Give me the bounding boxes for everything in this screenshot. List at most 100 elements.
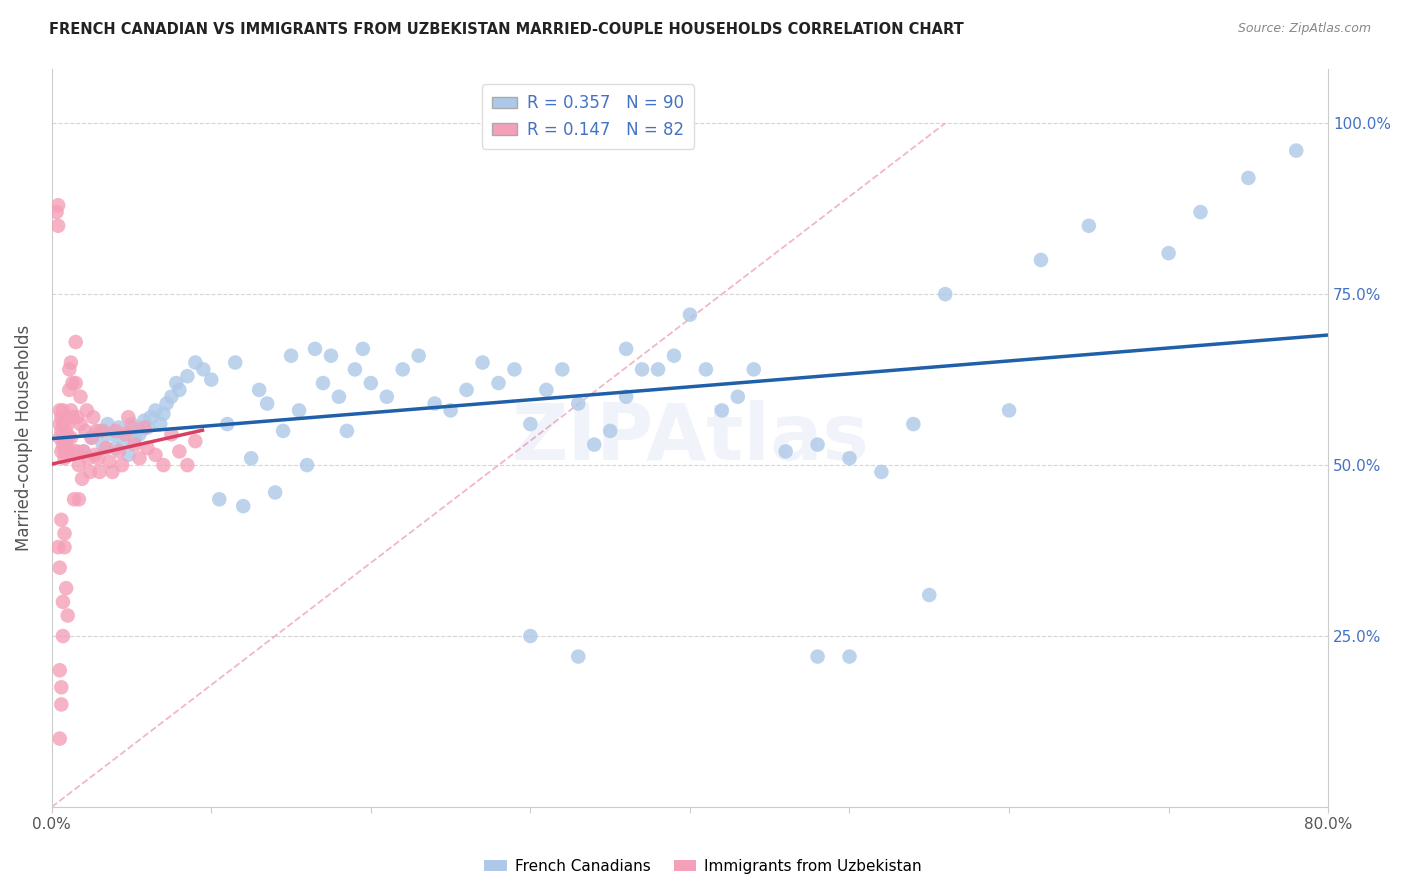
Point: [152, 458, 174, 472]
Point: [53, 444, 76, 458]
Point: [104, 441, 127, 455]
Point: [208, 492, 231, 507]
Point: [91, 437, 114, 451]
Point: [1157, 246, 1180, 260]
Point: [83, 448, 105, 462]
Point: [52, 403, 75, 417]
Legend: French Canadians, Immigrants from Uzbekistan: French Canadians, Immigrants from Uzbeki…: [478, 853, 928, 880]
Point: [112, 434, 135, 449]
Point: [55, 581, 77, 595]
Point: [695, 362, 717, 376]
Point: [124, 431, 146, 445]
Point: [53, 451, 76, 466]
Point: [98, 455, 121, 469]
Point: [710, 403, 733, 417]
Point: [121, 417, 143, 431]
Point: [51, 444, 73, 458]
Point: [328, 390, 350, 404]
Point: [52, 629, 75, 643]
Point: [69, 417, 91, 431]
Point: [184, 355, 207, 369]
Point: [614, 342, 637, 356]
Point: [48, 663, 70, 677]
Point: [224, 355, 246, 369]
Point: [304, 342, 326, 356]
Point: [336, 424, 359, 438]
Point: [82, 410, 104, 425]
Point: [48, 403, 70, 417]
Point: [156, 396, 179, 410]
Point: [75, 424, 97, 438]
Point: [918, 588, 941, 602]
Point: [128, 427, 150, 442]
Point: [58, 383, 80, 397]
Point: [77, 451, 100, 466]
Point: [256, 396, 278, 410]
Point: [264, 485, 287, 500]
Point: [352, 342, 374, 356]
Point: [67, 458, 90, 472]
Point: [551, 362, 574, 376]
Point: [46, 540, 69, 554]
Point: [136, 441, 159, 455]
Point: [998, 403, 1021, 417]
Point: [45, 205, 67, 219]
Point: [240, 451, 263, 466]
Point: [280, 349, 302, 363]
Point: [65, 334, 87, 349]
Point: [152, 407, 174, 421]
Point: [53, 526, 76, 541]
Point: [1237, 170, 1260, 185]
Point: [423, 396, 446, 410]
Point: [86, 424, 108, 438]
Point: [176, 458, 198, 472]
Point: [56, 431, 79, 445]
Point: [76, 403, 98, 417]
Point: [519, 417, 541, 431]
Point: [727, 390, 749, 404]
Point: [52, 595, 75, 609]
Point: [51, 424, 73, 438]
Point: [46, 219, 69, 233]
Point: [56, 444, 79, 458]
Point: [121, 420, 143, 434]
Point: [94, 441, 117, 455]
Point: [1077, 219, 1099, 233]
Point: [679, 308, 702, 322]
Point: [456, 383, 478, 397]
Point: [145, 448, 167, 462]
Point: [360, 376, 382, 390]
Point: [247, 383, 270, 397]
Point: [391, 362, 413, 376]
Point: [599, 424, 621, 438]
Point: [51, 513, 73, 527]
Point: [66, 444, 89, 458]
Point: [56, 417, 79, 431]
Point: [136, 420, 159, 434]
Point: [63, 444, 86, 458]
Point: [114, 427, 136, 442]
Point: [614, 390, 637, 404]
Point: [1029, 252, 1052, 267]
Point: [870, 465, 893, 479]
Point: [52, 417, 75, 431]
Point: [70, 472, 93, 486]
Point: [200, 373, 222, 387]
Point: [62, 410, 84, 425]
Point: [439, 403, 461, 417]
Point: [67, 492, 90, 507]
Point: [55, 424, 77, 438]
Point: [176, 369, 198, 384]
Point: [101, 427, 124, 442]
Point: [1189, 205, 1212, 219]
Point: [503, 362, 526, 376]
Point: [806, 437, 828, 451]
Point: [51, 410, 73, 425]
Point: [89, 424, 111, 438]
Point: [59, 431, 82, 445]
Point: [87, 451, 110, 466]
Text: FRENCH CANADIAN VS IMMIGRANTS FROM UZBEKISTAN MARRIED-COUPLE HOUSEHOLDS CORRELAT: FRENCH CANADIAN VS IMMIGRANTS FROM UZBEK…: [49, 22, 965, 37]
Point: [169, 383, 191, 397]
Text: Source: ZipAtlas.com: Source: ZipAtlas.com: [1237, 22, 1371, 36]
Point: [806, 649, 828, 664]
